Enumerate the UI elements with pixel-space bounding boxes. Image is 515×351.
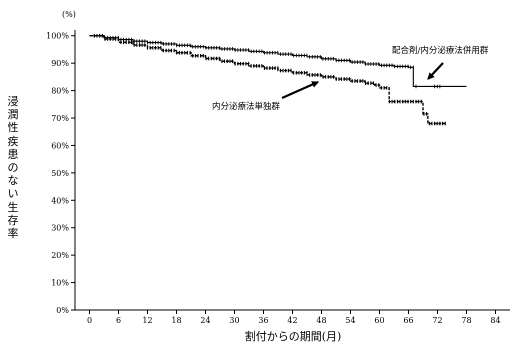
x-tick-label: 42 [287, 316, 297, 325]
y-tick-label: 50% [51, 169, 69, 178]
x-tick-label: 6 [116, 316, 121, 325]
x-tick-label: 36 [258, 316, 268, 325]
annotation-combination-group: 配合剤/内分泌療法併用群 [392, 45, 489, 56]
y-tick-label: 100% [46, 32, 69, 41]
y-ticks: 0% 10% 20% 30% 40% 50% 60% 70% 80% 90% 100% [46, 32, 75, 315]
series-0-line [89, 35, 467, 88]
y-tick-label: 30% [51, 224, 69, 233]
y-tick-label: 20% [51, 251, 69, 260]
x-tick-label: 66 [403, 316, 413, 325]
x-tick-label: 84 [490, 316, 500, 325]
series-layer [89, 33, 467, 126]
x-tick-label: 0 [87, 316, 92, 325]
x-tick-label: 78 [461, 316, 471, 325]
annotation-endocrine-only-group: 内分泌療法単独群 [212, 101, 281, 112]
x-tick-label: 54 [345, 316, 355, 325]
x-tick-label: 72 [432, 316, 442, 325]
x-tick-label: 30 [229, 316, 239, 325]
x-tick-label: 24 [200, 316, 210, 325]
x-axis-label: 割付からの期間(月) [245, 329, 342, 343]
y-unit-label: (%) [62, 10, 76, 19]
y-tick-label: 90% [51, 59, 69, 68]
x-tick-label: 18 [171, 316, 181, 325]
y-tick-label: 70% [51, 114, 69, 123]
annotation-layer: 配合剤/内分泌療法併用群 内分泌療法単独群 [212, 45, 489, 112]
y-tick-label: 40% [51, 196, 69, 205]
x-ticks: 0 6 12 18 24 30 36 42 48 54 60 66 72 78 84 [87, 310, 501, 325]
y-tick-label: 80% [51, 87, 69, 96]
y-tick-label: 60% [51, 141, 69, 150]
y-axis-label: 浸潤性疾患のない生存率 [7, 95, 19, 241]
x-tick-label: 12 [142, 316, 152, 325]
x-tick-label: 60 [374, 316, 384, 325]
series-0-censor-marks [93, 33, 441, 89]
arrow-combination-group [427, 62, 444, 80]
y-tick-label: 10% [51, 279, 69, 288]
y-tick-label: 0% [56, 306, 69, 315]
x-tick-label: 48 [316, 316, 326, 325]
series-1-censor-marks [93, 33, 446, 126]
arrow-endocrine-only-group [281, 80, 319, 100]
